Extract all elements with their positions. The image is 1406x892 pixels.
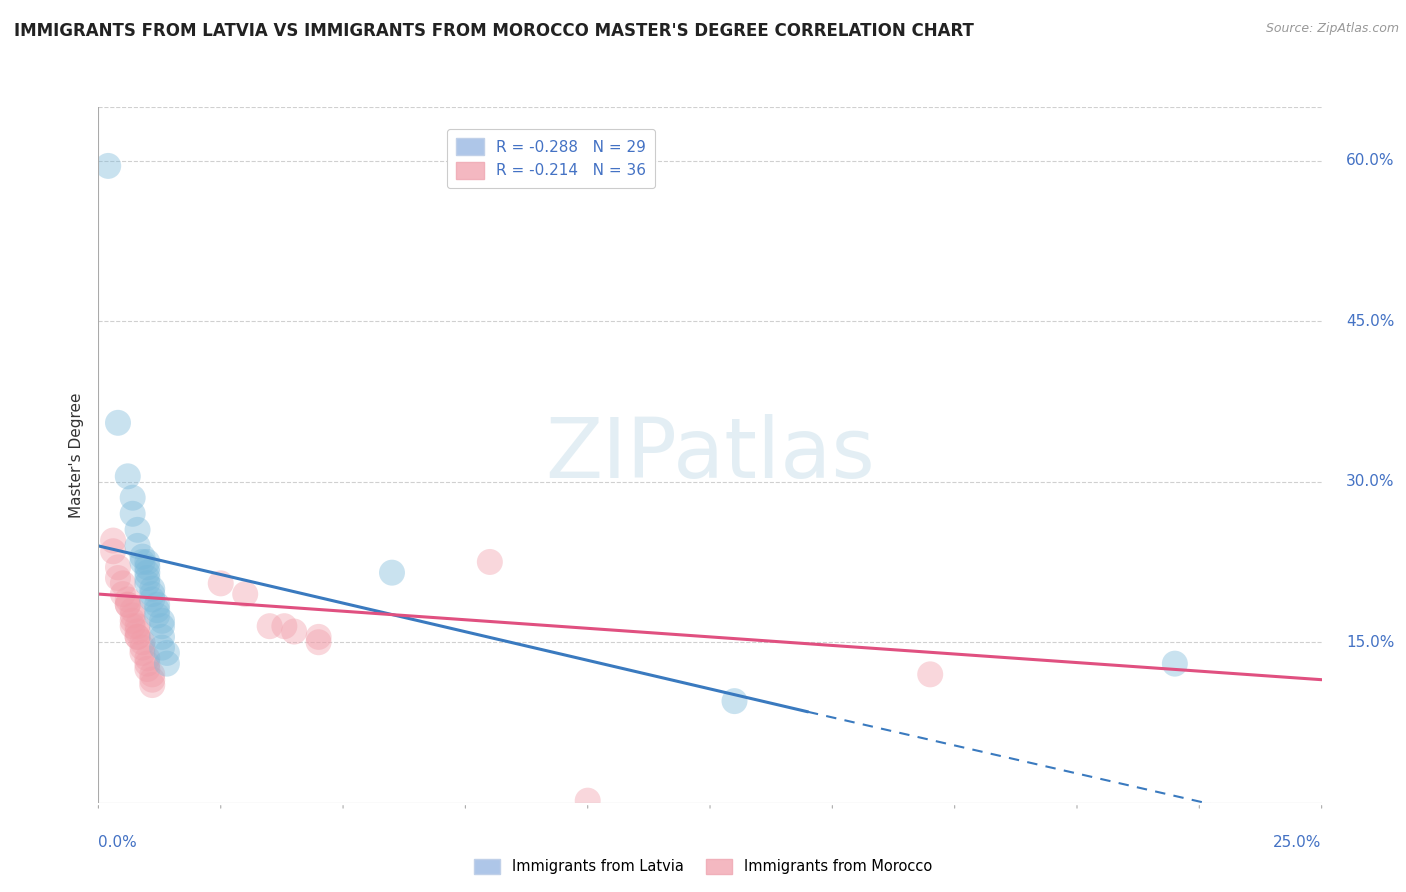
Point	[146, 598, 169, 612]
Point	[308, 630, 330, 644]
Point	[101, 544, 124, 558]
Point	[723, 694, 745, 708]
Point	[131, 646, 153, 660]
Point	[121, 608, 143, 623]
Point	[107, 571, 129, 585]
Text: Source: ZipAtlas.com: Source: ZipAtlas.com	[1265, 22, 1399, 36]
Text: 45.0%: 45.0%	[1346, 314, 1395, 328]
Point	[136, 657, 159, 671]
Text: 30.0%: 30.0%	[1346, 475, 1395, 489]
Point	[146, 603, 169, 617]
Text: ZIPatlas: ZIPatlas	[546, 415, 875, 495]
Point	[136, 560, 159, 574]
Point	[259, 619, 281, 633]
Point	[127, 619, 149, 633]
Point	[121, 614, 143, 628]
Point	[233, 587, 256, 601]
Point	[920, 667, 942, 681]
Point	[136, 566, 159, 580]
Point	[127, 630, 149, 644]
Point	[141, 587, 163, 601]
Point	[97, 159, 120, 173]
Point	[156, 646, 179, 660]
Point	[283, 624, 305, 639]
Legend: Immigrants from Latvia, Immigrants from Morocco: Immigrants from Latvia, Immigrants from …	[468, 853, 938, 880]
Point	[136, 576, 159, 591]
Point	[136, 555, 159, 569]
Point	[576, 794, 599, 808]
Point	[107, 560, 129, 574]
Point	[107, 416, 129, 430]
Point	[1164, 657, 1187, 671]
Point	[131, 549, 153, 564]
Point	[101, 533, 124, 548]
Point	[136, 651, 159, 665]
Point	[308, 635, 330, 649]
Point	[121, 603, 143, 617]
Text: 25.0%: 25.0%	[1274, 835, 1322, 850]
Point	[127, 630, 149, 644]
Point	[209, 576, 232, 591]
Point	[131, 555, 153, 569]
Point	[141, 678, 163, 692]
Point	[127, 539, 149, 553]
Point	[141, 582, 163, 596]
Point	[150, 614, 173, 628]
Point	[131, 635, 153, 649]
Point	[121, 491, 143, 505]
Point	[111, 576, 134, 591]
Point	[273, 619, 295, 633]
Point	[150, 619, 173, 633]
Point	[141, 673, 163, 687]
Point	[141, 592, 163, 607]
Text: 15.0%: 15.0%	[1346, 635, 1395, 649]
Point	[156, 657, 179, 671]
Point	[111, 587, 134, 601]
Point	[117, 592, 139, 607]
Point	[117, 598, 139, 612]
Point	[150, 630, 173, 644]
Point	[121, 507, 143, 521]
Text: 60.0%: 60.0%	[1346, 153, 1395, 168]
Point	[136, 662, 159, 676]
Legend: R = -0.288   N = 29, R = -0.214   N = 36: R = -0.288 N = 29, R = -0.214 N = 36	[447, 128, 655, 188]
Point	[127, 523, 149, 537]
Point	[127, 624, 149, 639]
Point	[117, 598, 139, 612]
Point	[131, 640, 153, 655]
Point	[478, 555, 501, 569]
Point	[117, 469, 139, 483]
Point	[381, 566, 404, 580]
Point	[136, 571, 159, 585]
Text: IMMIGRANTS FROM LATVIA VS IMMIGRANTS FROM MOROCCO MASTER'S DEGREE CORRELATION CH: IMMIGRANTS FROM LATVIA VS IMMIGRANTS FRO…	[14, 22, 974, 40]
Point	[146, 608, 169, 623]
Point	[150, 640, 173, 655]
Point	[121, 619, 143, 633]
Text: Master's Degree: Master's Degree	[69, 392, 84, 517]
Point	[141, 667, 163, 681]
Text: 0.0%: 0.0%	[98, 835, 138, 850]
